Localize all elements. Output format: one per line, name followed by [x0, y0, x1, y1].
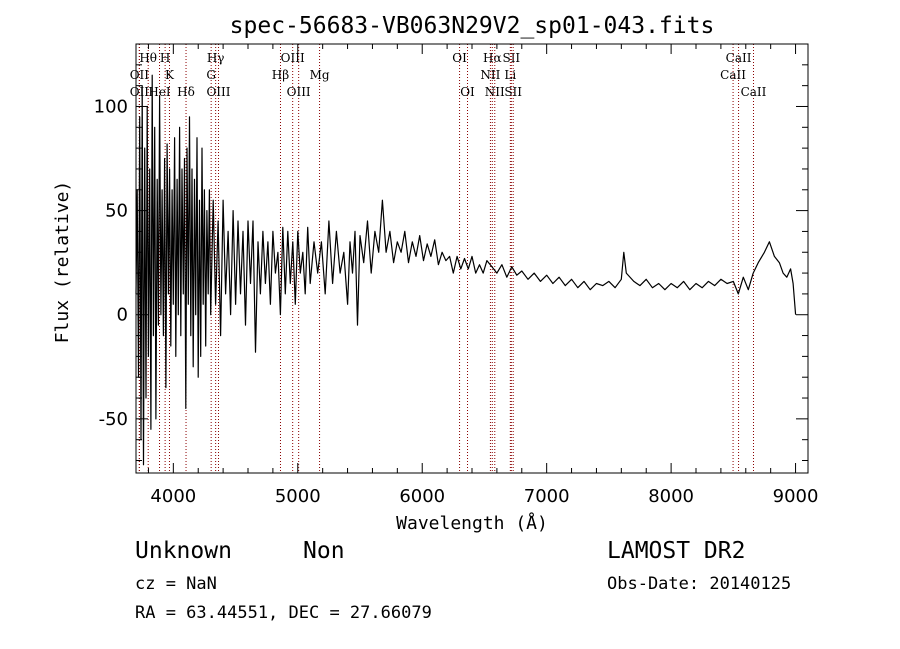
- line-label: SII: [502, 51, 520, 65]
- line-label: Hθ: [139, 51, 157, 65]
- line-label: G: [206, 68, 216, 82]
- line-label: NII: [480, 68, 500, 82]
- line-label: OIII: [206, 85, 230, 99]
- line-label: H: [160, 51, 170, 65]
- coordinates: RA = 63.44551, DEC = 27.66079: [135, 603, 432, 623]
- redshift-value: cz = NaN: [135, 574, 217, 594]
- line-label: Li: [504, 68, 516, 82]
- object-class: Unknown: [135, 538, 232, 564]
- survey-name: LAMOST DR2: [607, 538, 746, 564]
- line-label: NII: [485, 85, 505, 99]
- line-label: OI: [460, 85, 475, 99]
- x-axis-label: Wavelength (Å): [396, 512, 548, 534]
- y-tick-label: 0: [117, 305, 128, 326]
- spectrum-line: [135, 74, 797, 466]
- line-label: OIII: [281, 51, 305, 65]
- line-label: Hα: [483, 51, 502, 65]
- line-label: OI: [452, 51, 467, 65]
- x-tick-label: 5000: [275, 486, 321, 507]
- line-label: OIII: [287, 85, 311, 99]
- chart-title: spec-56683-VB063N29V2_sp01-043.fits: [230, 13, 715, 39]
- y-axis-label: Flux (relative): [52, 181, 73, 344]
- spectrum-layer: [135, 74, 797, 466]
- y-tick-label: -50: [99, 409, 128, 430]
- x-tick-label: 6000: [399, 486, 445, 507]
- line-label: Mg: [310, 68, 330, 82]
- obs-date: Obs-Date: 20140125: [607, 574, 792, 594]
- y-tick-label: 50: [105, 201, 128, 222]
- x-tick-label: 9000: [773, 486, 819, 507]
- line-label: Hδ: [177, 85, 195, 99]
- line-label: SII: [504, 85, 522, 99]
- x-tick-label: 8000: [648, 486, 694, 507]
- x-tick-label: 4000: [150, 486, 196, 507]
- axis-layer: 4000 5000 6000 7000 8000 9000 -50 0 50 100: [94, 44, 819, 507]
- line-label: OII: [130, 85, 150, 99]
- line-label: CaII: [741, 85, 767, 99]
- object-subclass: Non: [303, 538, 345, 564]
- line-label: Hγ: [207, 51, 225, 65]
- line-label: K: [165, 68, 175, 82]
- line-label: CaII: [726, 51, 752, 65]
- y-tick-label: 100: [94, 96, 128, 117]
- line-label: Hβ: [272, 68, 289, 82]
- x-tick-label: 7000: [524, 486, 570, 507]
- line-label: CaII: [720, 68, 746, 82]
